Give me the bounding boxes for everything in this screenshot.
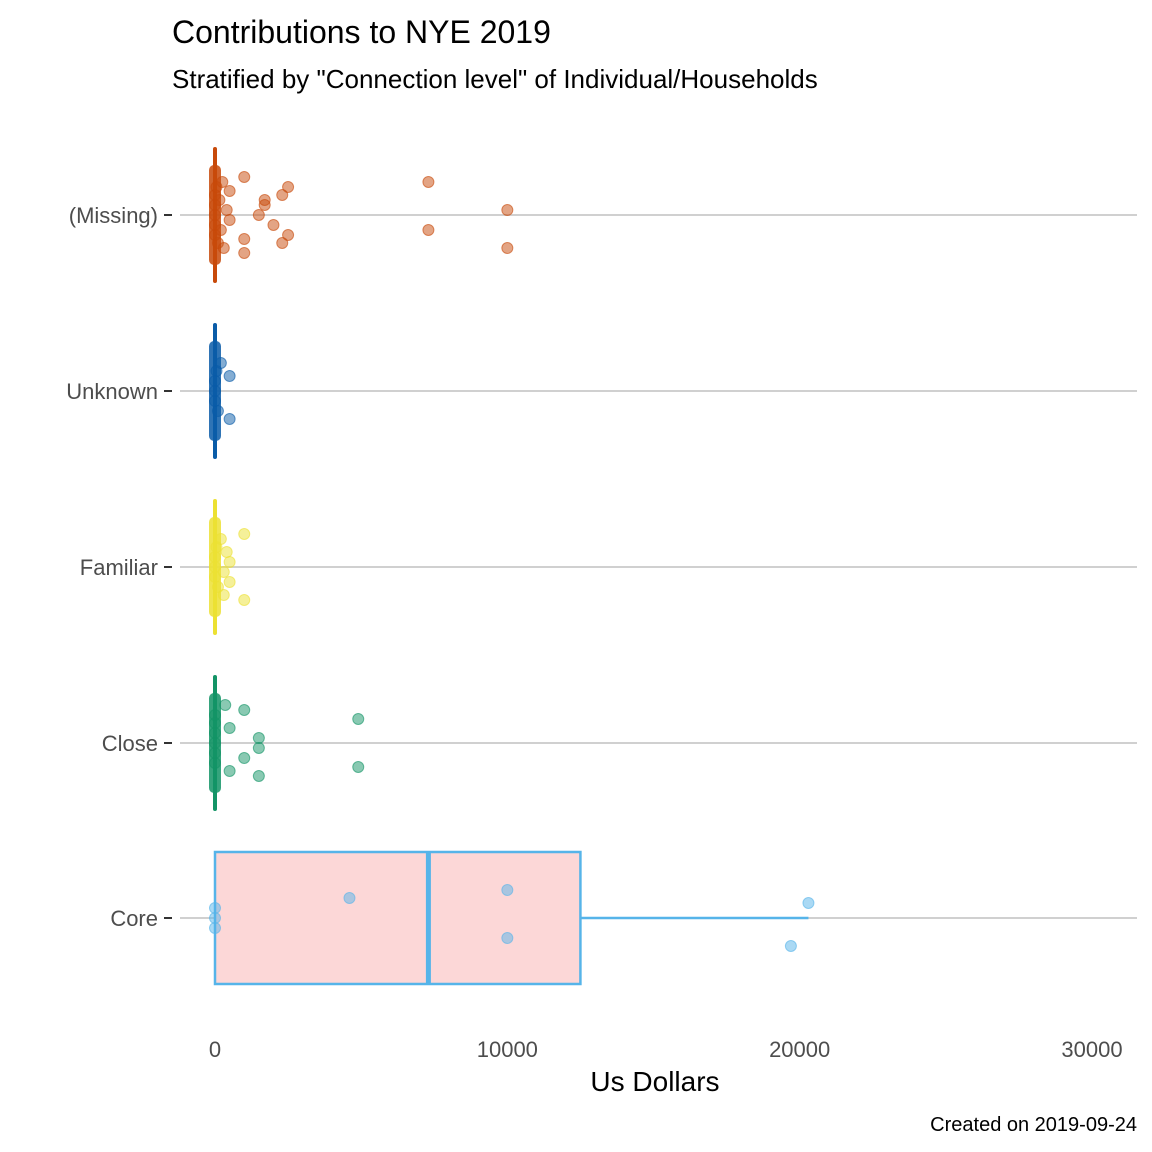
data-point: [252, 732, 265, 744]
data-point: [209, 737, 221, 749]
data-point: [209, 912, 221, 924]
data-point: [501, 204, 514, 216]
data-point: [422, 176, 435, 188]
data-point: [209, 727, 221, 739]
x-axis-label: Us Dollars: [590, 1066, 719, 1097]
data-point: [352, 713, 365, 725]
data-point: [238, 528, 251, 540]
data-point: [209, 922, 221, 934]
data-point: [252, 770, 265, 782]
data-point: [252, 742, 265, 754]
chart-subtitle: Stratified by "Connection level" of Indi…: [172, 64, 818, 94]
data-point: [209, 385, 221, 397]
data-point: [209, 902, 221, 914]
data-point: [238, 752, 251, 764]
data-point: [223, 576, 236, 588]
box-iqr: [213, 850, 582, 986]
data-point: [238, 247, 251, 259]
data-point: [223, 413, 236, 425]
data-point: [223, 185, 236, 197]
data-point: [217, 566, 230, 578]
data-point: [252, 209, 265, 221]
data-point: [223, 370, 236, 382]
data-point: [220, 204, 233, 216]
chart-title: Contributions to NYE 2019: [172, 14, 551, 50]
data-point: [211, 405, 224, 417]
data-point: [209, 375, 221, 387]
data-point: [219, 699, 232, 711]
data-point: [216, 176, 229, 188]
data-point: [209, 709, 221, 721]
data-point: [282, 229, 295, 241]
data-point: [238, 594, 251, 606]
data-point: [209, 757, 221, 769]
data-point: [501, 932, 514, 944]
data-point: [352, 761, 365, 773]
data-point: [276, 237, 289, 249]
data-point: [802, 897, 815, 909]
data-point: [223, 722, 236, 734]
data-point: [214, 357, 227, 369]
chart-caption: Created on 2019-09-24: [930, 1114, 1137, 1136]
data-point: [238, 233, 251, 245]
data-point: [223, 214, 236, 226]
data-point: [209, 551, 221, 563]
data-point: [209, 395, 221, 407]
y-tick-label: Familiar: [80, 555, 158, 580]
data-point: [209, 747, 221, 759]
data-point: [343, 892, 356, 904]
data-point: [282, 181, 295, 193]
x-tick-label: 20000: [769, 1037, 830, 1062]
data-point: [501, 242, 514, 254]
plot-area: (Missing) Unknown Familiar Close Core 0 10000 2…: [66, 147, 1137, 1062]
x-tick-label: 30000: [1061, 1037, 1122, 1062]
y-tick-label: Core: [110, 906, 158, 931]
data-point: [276, 189, 289, 201]
data-point: [784, 940, 797, 952]
y-tick-label: Close: [102, 731, 158, 756]
data-point: [214, 224, 227, 236]
data-point: [223, 765, 236, 777]
data-point: [217, 242, 230, 254]
data-point: [238, 171, 251, 183]
data-point: [258, 194, 271, 206]
y-tick-label: (Missing): [69, 203, 158, 228]
data-point: [213, 194, 226, 206]
data-point: [223, 556, 236, 568]
data-point: [209, 209, 221, 221]
x-tick-label: 10000: [477, 1037, 538, 1062]
data-point: [214, 533, 227, 545]
x-tick-label: 0: [209, 1037, 221, 1062]
data-point: [220, 546, 233, 558]
data-point: [217, 589, 230, 601]
y-tick-label: Unknown: [66, 379, 158, 404]
data-point: [501, 884, 514, 896]
data-point: [211, 581, 224, 593]
data-point: [267, 219, 280, 231]
data-point: [238, 704, 251, 716]
data-point: [422, 224, 435, 236]
